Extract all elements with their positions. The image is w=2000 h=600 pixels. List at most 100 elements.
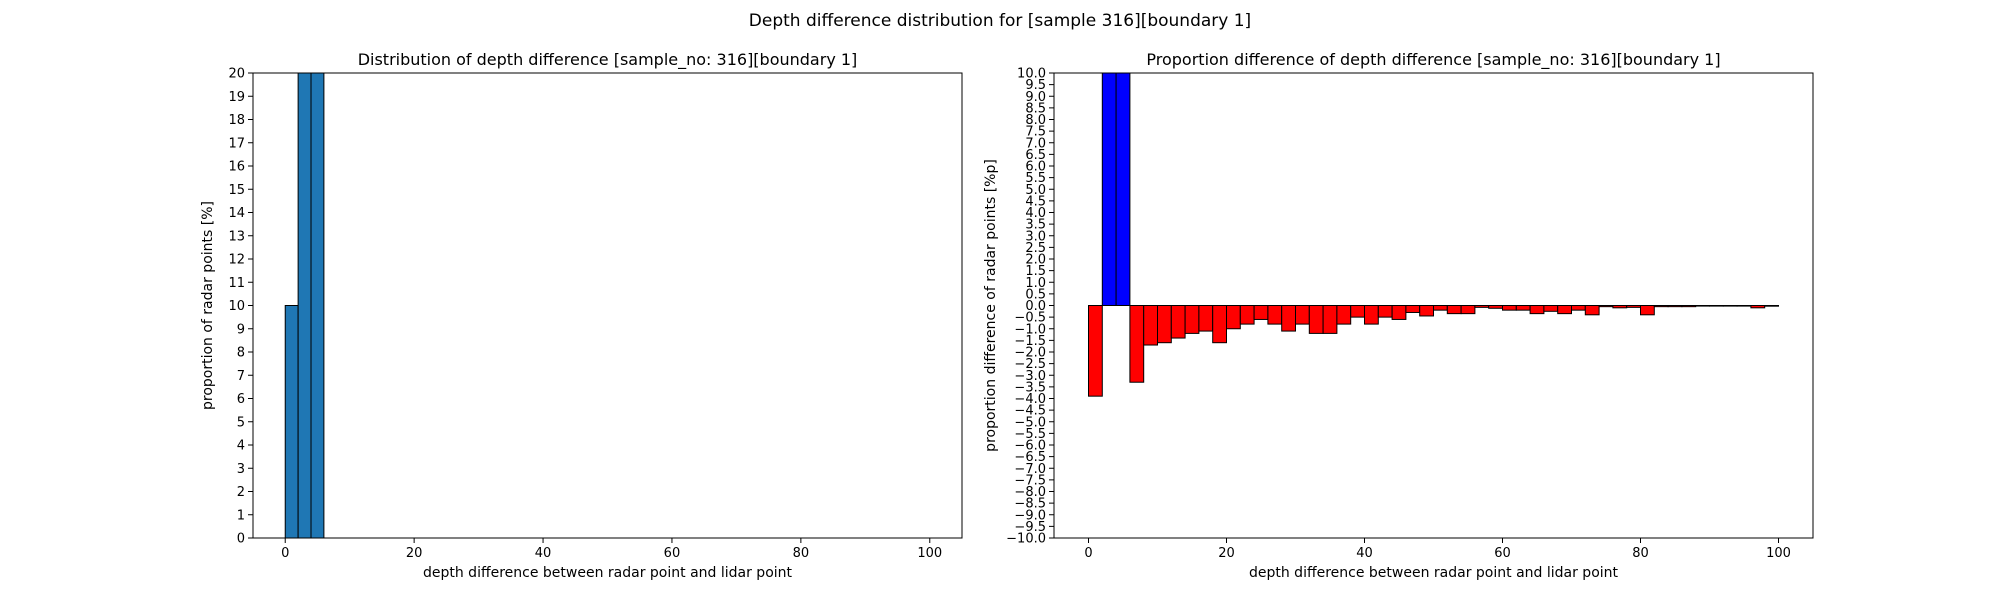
proportion-difference-bar-38 <box>1612 305 1628 309</box>
proportion-difference-bar-41 <box>1653 305 1669 308</box>
proportion-difference-y-tick-label-25: 2.5 <box>1025 241 1046 256</box>
proportion-difference-y-tick-label-29: 4.5 <box>1025 194 1046 209</box>
proportion-difference-y-tick-label-36: 8.0 <box>1025 113 1046 128</box>
distribution-y-axis-label: proportion of radar points [%] <box>200 201 216 410</box>
distribution-y-tick-label-19: 19 <box>228 90 245 105</box>
distribution-x-tick-label-5: 100 <box>917 546 942 561</box>
distribution-y-tick-label-0: 0 <box>237 532 245 547</box>
proportion-difference-y-tick-label-39: 9.5 <box>1025 78 1046 93</box>
proportion-difference-bar-37 <box>1598 305 1614 308</box>
proportion-difference-y-tick-label-17: −1.5 <box>1014 334 1046 349</box>
proportion-difference-bar-35 <box>1571 305 1586 311</box>
proportion-difference-bar-45 <box>1709 305 1724 307</box>
proportion-difference-y-tick-label-26: 3.0 <box>1025 229 1046 244</box>
proportion-difference-bar-23 <box>1405 305 1421 313</box>
proportion-difference-bar-25 <box>1433 305 1448 311</box>
proportion-difference-bar-33 <box>1543 305 1559 312</box>
proportion-difference-y-tick-label-19: −0.5 <box>1014 311 1046 326</box>
proportion-difference-bar-8 <box>1198 305 1214 332</box>
distribution-x-tick-label-1: 20 <box>406 546 423 561</box>
proportion-difference-x-tick-label-0: 0 <box>1084 546 1092 561</box>
distribution-x-tick-label-4: 80 <box>793 546 810 561</box>
proportion-difference-y-axis-label: proportion difference of radar points [%… <box>983 159 999 452</box>
proportion-difference-bar-46 <box>1722 305 1738 307</box>
proportion-difference-y-tick-label-21: 0.5 <box>1025 287 1046 302</box>
proportion-difference-y-tick-label-31: 5.5 <box>1025 171 1046 186</box>
distribution-x-tick-label-3: 60 <box>664 546 681 561</box>
proportion-difference-y-tick-label-16: −2.0 <box>1014 346 1046 361</box>
proportion-difference-y-tick-label-7: −6.5 <box>1014 450 1046 465</box>
proportion-difference-y-tick-label-40: 10.0 <box>1017 67 1046 82</box>
proportion-difference-bar-18 <box>1336 305 1352 325</box>
proportion-difference-bar-26 <box>1446 305 1462 315</box>
distribution-y-tick-label-2: 2 <box>237 485 245 500</box>
distribution-x-axis-label: depth difference between radar point and… <box>423 565 793 581</box>
proportion-difference-y-tick-label-33: 6.5 <box>1025 148 1046 163</box>
proportion-difference-bar-22 <box>1391 305 1407 320</box>
proportion-difference-y-tick-label-38: 9.0 <box>1025 90 1046 105</box>
distribution-bar-1 <box>297 72 312 539</box>
distribution-y-tick-label-20: 20 <box>228 67 245 82</box>
proportion-difference-bar-39 <box>1626 305 1641 308</box>
figure-title: Depth difference distribution for [sampl… <box>749 11 1251 31</box>
proportion-difference-y-tick-label-32: 6.0 <box>1025 160 1046 175</box>
distribution-y-tick-label-18: 18 <box>228 113 245 128</box>
distribution-y-tick-label-11: 11 <box>228 276 245 291</box>
proportion-difference-y-tick-label-6: −7.0 <box>1014 462 1046 477</box>
proportion-difference-bar-0 <box>1088 305 1103 397</box>
proportion-difference-y-tick-label-14: −3.0 <box>1014 369 1046 384</box>
distribution-bar-0 <box>284 305 299 539</box>
proportion-difference-bar-13 <box>1267 305 1283 325</box>
distribution-y-tick-label-4: 4 <box>237 439 245 454</box>
proportion-difference-bar-48 <box>1750 305 1766 309</box>
proportion-difference-bar-12 <box>1253 305 1269 320</box>
distribution-y-tick-label-14: 14 <box>228 206 245 221</box>
proportion-difference-bar-20 <box>1364 305 1379 325</box>
proportion-difference-bar-14 <box>1281 305 1296 332</box>
proportion-difference-bar-2 <box>1115 72 1131 306</box>
proportion-difference-bar-24 <box>1419 305 1434 317</box>
distribution-y-tick-label-9: 9 <box>237 322 245 337</box>
proportion-difference-bar-29 <box>1488 305 1503 309</box>
distribution-x-tick-label-2: 40 <box>535 546 552 561</box>
proportion-difference-y-tick-label-24: 2.0 <box>1025 253 1046 268</box>
proportion-difference-bar-30 <box>1502 305 1517 311</box>
distribution-y-tick-label-12: 12 <box>228 253 245 268</box>
proportion-difference-bar-43 <box>1681 305 1697 308</box>
distribution-y-tick-label-6: 6 <box>237 392 245 407</box>
proportion-difference-y-tick-label-34: 7.0 <box>1025 136 1046 151</box>
proportion-difference-bar-19 <box>1350 305 1365 318</box>
proportion-difference-bar-9 <box>1212 305 1227 344</box>
proportion-difference-y-tick-label-37: 8.5 <box>1025 101 1046 116</box>
distribution-chart: Distribution of depth difference [sample… <box>200 50 963 581</box>
proportion-difference-y-tick-label-27: 3.5 <box>1025 218 1046 233</box>
proportion-difference-bar-1 <box>1101 72 1117 306</box>
proportion-difference-bar-5 <box>1157 305 1172 344</box>
proportion-difference-bar-3 <box>1129 305 1145 383</box>
distribution-y-tick-label-1: 1 <box>237 508 245 523</box>
proportion-difference-y-tick-label-11: −4.5 <box>1014 404 1046 419</box>
proportion-difference-chart-title: Proportion difference of depth differenc… <box>1146 50 1720 70</box>
distribution-y-tick-label-13: 13 <box>228 229 245 244</box>
proportion-difference-x-tick-label-2: 40 <box>1356 546 1373 561</box>
distribution-y-tick-label-15: 15 <box>228 183 245 198</box>
proportion-difference-x-tick-label-1: 20 <box>1218 546 1235 561</box>
proportion-difference-chart: Proportion difference of depth differenc… <box>983 50 1814 581</box>
proportion-difference-bar-31 <box>1515 305 1531 311</box>
proportion-difference-y-tick-label-8: −6.0 <box>1014 439 1046 454</box>
distribution-bar-2 <box>310 72 325 539</box>
distribution-x-tick-label-0: 0 <box>281 546 289 561</box>
proportion-difference-bar-7 <box>1184 305 1200 334</box>
proportion-difference-y-tick-label-1: −9.5 <box>1014 520 1046 535</box>
proportion-difference-y-tick-label-13: −3.5 <box>1014 380 1046 395</box>
proportion-difference-y-tick-label-20: 0.0 <box>1025 299 1046 314</box>
proportion-difference-y-tick-label-0: −10.0 <box>1006 532 1046 547</box>
distribution-chart-title: Distribution of depth difference [sample… <box>358 50 858 70</box>
proportion-difference-bar-10 <box>1226 305 1241 330</box>
distribution-y-tick-label-17: 17 <box>228 136 245 151</box>
proportion-difference-y-tick-label-23: 1.5 <box>1025 264 1046 279</box>
proportion-difference-bar-6 <box>1170 305 1186 339</box>
proportion-difference-bar-32 <box>1529 305 1545 315</box>
